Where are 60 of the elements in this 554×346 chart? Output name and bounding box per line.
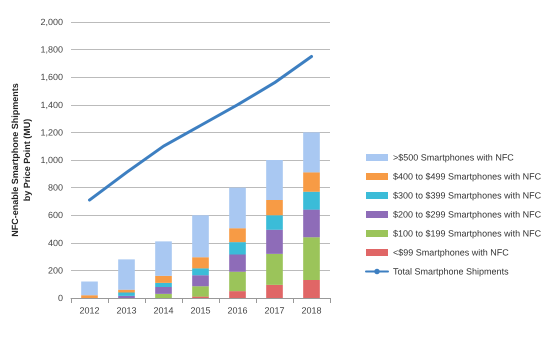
bar	[266, 254, 283, 285]
bar	[118, 292, 135, 296]
bar	[81, 281, 98, 296]
bar	[118, 259, 135, 290]
bar	[266, 200, 283, 216]
x-tick-label: 2017	[264, 306, 285, 316]
x-tick-label: 2013	[116, 306, 137, 316]
bar	[229, 272, 246, 292]
bar	[192, 268, 209, 276]
y-tick-label: 2,000	[40, 17, 63, 27]
bar	[229, 291, 246, 298]
bar	[229, 188, 246, 228]
bar	[81, 295, 98, 298]
bar	[303, 172, 320, 192]
bar	[266, 160, 283, 200]
y-tick-label: 1,200	[40, 127, 63, 138]
bar	[155, 286, 172, 294]
y-tick-label: 1,600	[40, 72, 63, 82]
y-tick-label: 800	[48, 182, 63, 193]
x-tick-label: 2014	[153, 306, 174, 316]
y-axis-title: NFC-enable Smartphone Shipments by Price Point (MU)	[10, 83, 32, 237]
bar	[229, 254, 246, 272]
bar	[229, 228, 246, 242]
legend-label: >$500 Smartphones with NFC	[393, 152, 514, 162]
y-tick-label: 0	[58, 293, 63, 303]
legend-label: $400 to $499 Smartphones with NFC	[393, 172, 542, 182]
bar	[303, 237, 320, 280]
bar	[155, 282, 172, 287]
y-tick-label: 600	[48, 210, 63, 220]
legend-label: $100 to $199 Smartphones with NFC	[393, 228, 542, 238]
y-tick-label: 1,800	[40, 44, 63, 55]
y-tick-label: 1,400	[40, 100, 63, 110]
y-tick-label: 200	[48, 265, 63, 276]
x-tick-label: 2015	[190, 306, 211, 316]
bar	[192, 215, 209, 258]
legend-label: $300 to $399 Smartphones with NFC	[393, 190, 542, 200]
bar	[303, 192, 320, 210]
bar	[266, 284, 283, 298]
bar	[192, 286, 209, 297]
bar	[229, 242, 246, 255]
y-tick-label: 400	[48, 238, 63, 248]
legend-label: Total Smartphone Shipments	[393, 266, 510, 276]
x-tick-label: 2012	[79, 306, 100, 316]
y-tick-label: 1,000	[40, 155, 63, 165]
bar	[155, 276, 172, 283]
bar	[303, 132, 320, 172]
bar	[155, 241, 172, 276]
bar	[303, 280, 320, 298]
x-tick-label: 2018	[301, 306, 322, 316]
legend-label: <$99 Smartphones with NFC	[393, 248, 510, 258]
bar	[192, 257, 209, 268]
bar	[303, 210, 320, 238]
bar	[266, 230, 283, 254]
x-tick-label: 2016	[227, 306, 248, 316]
bar	[266, 215, 283, 230]
bar	[155, 294, 172, 298]
legend-label: $200 to $299 Smartphones with NFC	[393, 210, 542, 220]
line-series	[88, 55, 313, 202]
bar	[192, 275, 209, 286]
bar	[118, 290, 135, 292]
